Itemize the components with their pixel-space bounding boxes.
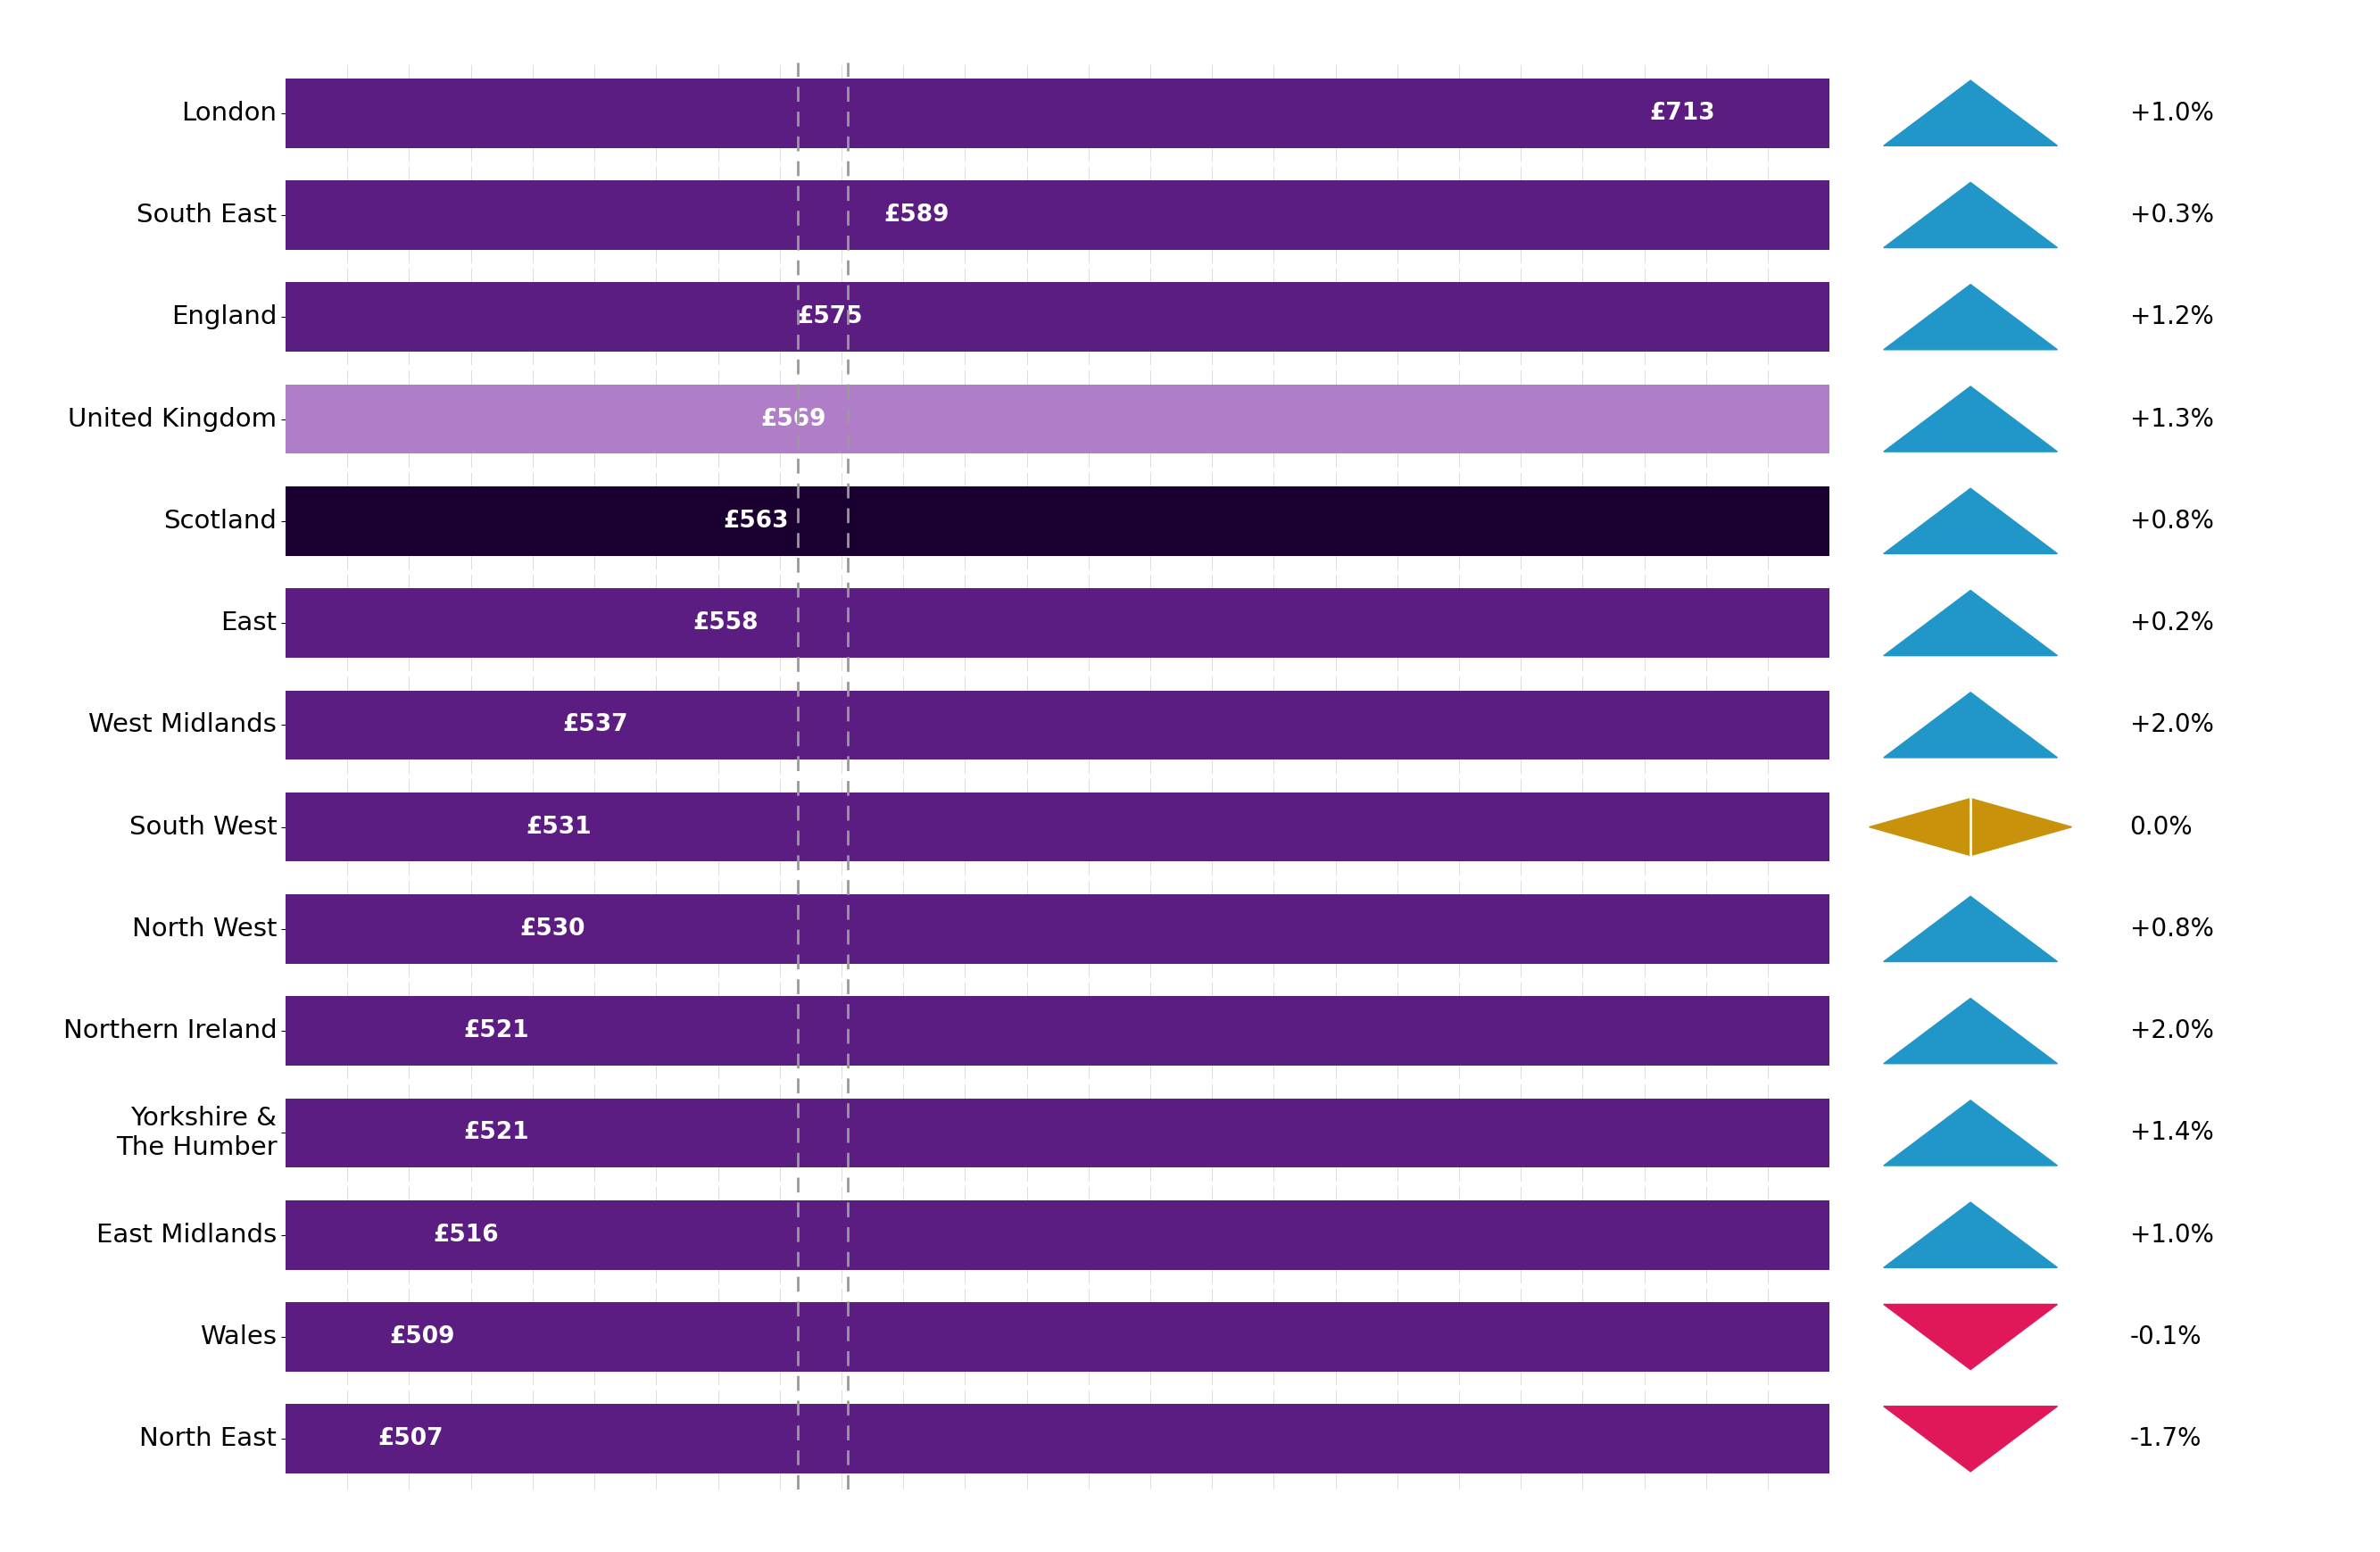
Text: £569: £569 xyxy=(762,408,826,430)
Text: £521: £521 xyxy=(464,1122,531,1144)
Bar xyxy=(286,996,2380,1066)
Bar xyxy=(286,180,2380,250)
Polygon shape xyxy=(1883,1304,2056,1369)
Bar xyxy=(286,894,2380,964)
Polygon shape xyxy=(1883,1100,2056,1166)
Text: +0.8%: +0.8% xyxy=(2130,917,2213,942)
Text: £713: £713 xyxy=(1649,101,1716,124)
Text: +0.2%: +0.2% xyxy=(2130,610,2213,635)
Text: £507: £507 xyxy=(378,1428,443,1451)
Text: £537: £537 xyxy=(562,714,628,737)
Text: +1.4%: +1.4% xyxy=(2130,1121,2213,1145)
Bar xyxy=(286,1405,2380,1473)
Polygon shape xyxy=(1883,998,2056,1063)
Polygon shape xyxy=(1883,284,2056,349)
Text: £530: £530 xyxy=(519,917,585,941)
Text: £509: £509 xyxy=(390,1325,455,1349)
Polygon shape xyxy=(1883,1203,2056,1268)
Text: -1.7%: -1.7% xyxy=(2130,1426,2202,1451)
Text: £589: £589 xyxy=(883,203,950,227)
Polygon shape xyxy=(1883,386,2056,452)
Text: 0.0%: 0.0% xyxy=(2130,815,2192,840)
Text: £575: £575 xyxy=(797,306,864,329)
Text: +1.3%: +1.3% xyxy=(2130,407,2213,431)
Text: +1.0%: +1.0% xyxy=(2130,101,2213,126)
Text: £516: £516 xyxy=(433,1223,500,1246)
Text: £558: £558 xyxy=(693,611,759,635)
Polygon shape xyxy=(1883,590,2056,655)
Bar xyxy=(286,793,2380,861)
Bar xyxy=(286,486,2380,556)
Bar xyxy=(286,282,2380,352)
Text: -0.1%: -0.1% xyxy=(2130,1324,2202,1349)
Polygon shape xyxy=(1883,183,2056,248)
Text: £521: £521 xyxy=(464,1020,531,1043)
Text: +2.0%: +2.0% xyxy=(2130,1018,2213,1043)
Text: +1.0%: +1.0% xyxy=(2130,1223,2213,1248)
Polygon shape xyxy=(1868,798,2073,855)
Bar xyxy=(286,1200,2380,1270)
Text: £563: £563 xyxy=(724,509,788,532)
Text: +0.3%: +0.3% xyxy=(2130,203,2213,228)
Polygon shape xyxy=(1883,489,2056,554)
Text: +2.0%: +2.0% xyxy=(2130,712,2213,737)
Text: +1.2%: +1.2% xyxy=(2130,304,2213,329)
Polygon shape xyxy=(1883,897,2056,962)
Bar xyxy=(286,1302,2380,1372)
Bar xyxy=(286,691,2380,759)
Bar xyxy=(286,588,2380,658)
Polygon shape xyxy=(1883,1406,2056,1471)
Text: +0.8%: +0.8% xyxy=(2130,509,2213,534)
Bar xyxy=(286,79,2380,147)
Polygon shape xyxy=(1883,692,2056,757)
Text: £531: £531 xyxy=(526,815,590,838)
Polygon shape xyxy=(1883,81,2056,146)
Bar xyxy=(286,385,2380,453)
Bar xyxy=(286,1099,2380,1167)
